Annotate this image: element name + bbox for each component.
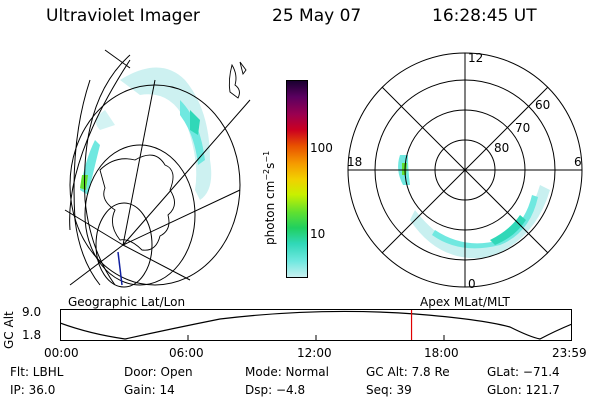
time-ticks (187, 335, 445, 340)
polar-grid (347, 52, 583, 288)
gc-altitude-readout: GC Alt: 7.8 Re (366, 365, 450, 379)
altitude-curve (60, 310, 572, 340)
time-tick-1800: 18:00 (424, 346, 459, 360)
altitude-tick-top: 9.0 (22, 305, 42, 319)
sequence-readout: Seq: 39 (366, 383, 412, 397)
glon-readout: GLon: 121.7 (487, 383, 560, 397)
time-tick-0000: 00:00 (44, 346, 79, 360)
mlt-label-0: 0 (468, 277, 476, 291)
colorbar-tick-10: 10 (310, 227, 326, 241)
mlat-label-60: 60 (535, 98, 550, 112)
time-tick-0600: 06:00 (169, 346, 204, 360)
instrument-title: Ultraviolet Imager (46, 6, 200, 26)
mlat-label-70: 70 (515, 121, 530, 135)
geographic-auroral-image (64, 49, 251, 288)
mlt-label-6: 6 (574, 155, 582, 169)
mode-readout: Mode: Normal (245, 365, 329, 379)
altitude-timeline-plot (60, 309, 572, 341)
time-tick-1200: 12:00 (297, 346, 332, 360)
intensity-colorbar (286, 80, 308, 278)
altitude-plot-frame (60, 309, 572, 341)
filter-readout: Flt: LBHL (10, 365, 64, 379)
glat-readout: GLat: −71.4 (487, 365, 560, 379)
ip-readout: IP: 36.0 (10, 383, 56, 397)
door-readout: Door: Open (124, 365, 193, 379)
gain-readout: Gain: 14 (124, 383, 175, 397)
mlt-label-12: 12 (468, 51, 483, 65)
footprint-line (117, 251, 123, 286)
altitude-axis-label: GC Alt (2, 311, 16, 349)
observation-date: 25 May 07 (272, 6, 362, 26)
colorbar-tick-100: 100 (310, 141, 333, 155)
observation-time: 16:28:45 UT (432, 6, 537, 26)
dsp-readout: Dsp: −4.8 (245, 383, 306, 397)
magnetic-polar-plot: 12 18 6 0 60 70 80 (347, 51, 583, 291)
time-tick-2359: 23:59 (552, 346, 587, 360)
colorbar-unit-label: photon cm−2s−1 (262, 150, 277, 245)
mlat-label-80: 80 (494, 141, 509, 155)
altitude-tick-bottom: 1.8 (22, 328, 42, 342)
coastlines (99, 61, 247, 251)
aurora-emission-left (80, 67, 212, 200)
mlt-label-18: 18 (347, 155, 362, 169)
geographic-caption: Geographic Lat/Lon (68, 295, 186, 309)
geographic-grid (64, 49, 251, 288)
magnetic-caption: Apex MLat/MLT (420, 295, 510, 309)
